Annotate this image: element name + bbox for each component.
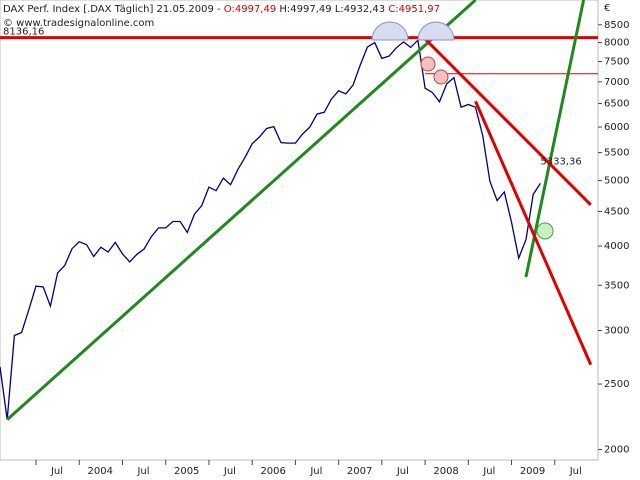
y-tick-label: 6500 [604,99,629,110]
plot-area [0,0,599,461]
y-tick-label: 2000 [604,445,629,456]
signal-marker [420,56,436,72]
y-tick-label: 4000 [604,241,629,252]
signal-marker [433,69,449,85]
y-tick-label: 7000 [604,77,629,88]
x-tick-label: Jul [223,466,236,477]
close: C:4951,97 [388,4,440,15]
y-tick-label: 4500 [604,207,629,218]
x-tick-label: 2004 [88,466,113,477]
annotation: 5333,36 [540,157,581,168]
highlights [371,21,554,240]
trend-line [524,0,586,278]
x-tick-label: Jul [136,466,149,477]
y-tick-label: 3500 [604,280,629,291]
x-tick-label: Jul [309,466,322,477]
trend-line [6,0,477,421]
open: O:4997,49 [224,4,276,15]
x-tick-label: 2005 [174,466,199,477]
x-tick-label: 2006 [260,466,285,477]
y-unit: € [604,3,610,14]
x-tick-label: Jul [482,466,495,477]
y-tick-label: 8500 [604,20,629,31]
plot-content [0,0,598,421]
price-line [0,38,541,420]
y-tick-label: 7500 [604,57,629,68]
y-tick-label: 5500 [604,148,629,159]
x-tick-label: Jul [50,466,63,477]
x-tick-label: 2009 [520,466,545,477]
y-tick-label: 5000 [604,176,629,187]
level-label: 8136,16 [3,27,44,38]
signal-marker [536,222,554,240]
title: DAX Perf. Index [.DAX Täglich] 21.05.200… [3,4,221,15]
trend-line [424,37,592,206]
trend-line [474,100,593,366]
x-tick-label: 2008 [433,466,458,477]
y-tick-label: 2500 [604,379,629,390]
y-tick-label: 6000 [604,122,629,133]
high-low: H:4997,49 L:4932,43 [279,4,385,15]
x-tick-label: Jul [569,466,582,477]
peak-marker [371,21,409,41]
x-tick-label: Jul [396,466,409,477]
y-tick-label: 8000 [604,38,629,49]
chart-title: DAX Perf. Index [.DAX Täglich] 21.05.200… [3,4,440,15]
peak-marker [417,21,455,41]
subtitle: © www.tradesignalonline.com [3,18,154,29]
x-tick-label: 2007 [347,466,372,477]
y-tick-label: 3000 [604,326,629,337]
